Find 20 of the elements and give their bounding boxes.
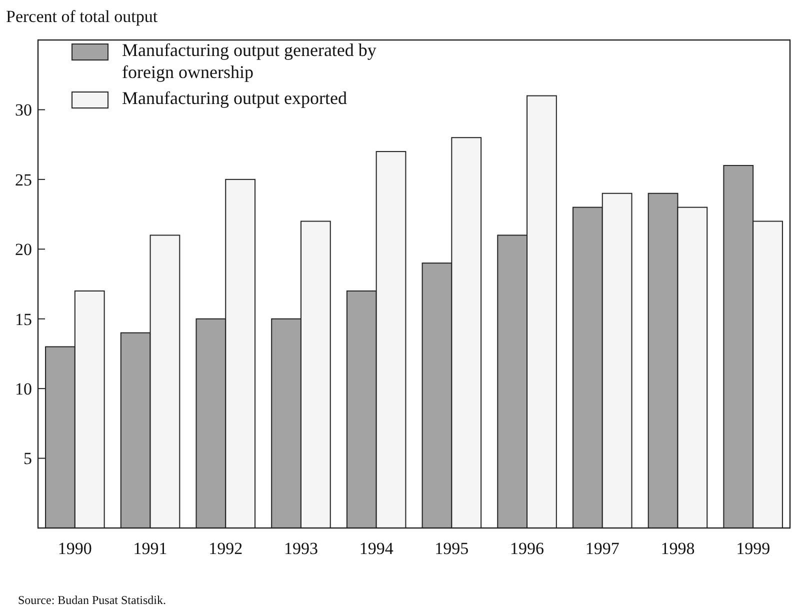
x-tick-label: 1994 bbox=[359, 539, 394, 558]
x-tick-label: 1995 bbox=[434, 539, 469, 558]
y-tick-label: 10 bbox=[15, 380, 32, 399]
legend-label: Manufacturing output generated by foreign ownership bbox=[122, 40, 376, 82]
x-tick-label: 1991 bbox=[133, 539, 168, 558]
x-tick-label: 1990 bbox=[58, 539, 92, 558]
legend-label: Manufacturing output exported bbox=[122, 88, 347, 108]
x-tick-label: 1996 bbox=[510, 539, 544, 558]
y-axis-title: Percent of total output bbox=[6, 7, 158, 26]
y-tick-label: 20 bbox=[15, 240, 32, 260]
y-tick-label: 30 bbox=[15, 100, 32, 120]
y-tick-label: 15 bbox=[15, 310, 32, 329]
x-tick-label: 1993 bbox=[284, 539, 318, 558]
y-tick-label: 5 bbox=[24, 449, 32, 468]
source-note: Source: Budan Pusat Statisdik. bbox=[18, 593, 166, 606]
x-tick-label: 1998 bbox=[660, 539, 695, 558]
x-tick-label: 1999 bbox=[736, 539, 770, 558]
x-tick-label: 1997 bbox=[585, 539, 620, 558]
y-tick-label: 25 bbox=[15, 170, 32, 190]
x-tick-label: 1992 bbox=[208, 539, 243, 558]
